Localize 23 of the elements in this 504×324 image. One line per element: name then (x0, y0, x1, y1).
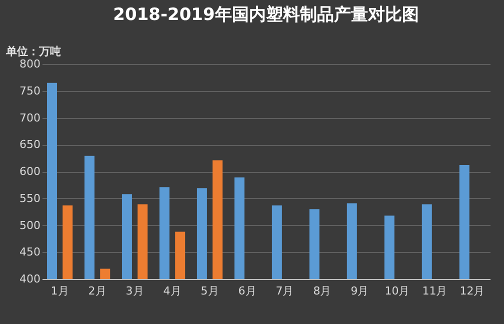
x-tick-label: 2月 (88, 284, 106, 298)
y-tick-label: 550 (20, 192, 40, 205)
x-tick-label: 3月 (126, 284, 144, 298)
x-tick-label: 4月 (163, 284, 182, 298)
x-tick-label: 12月 (460, 284, 485, 298)
y-tick-label: 450 (20, 246, 40, 259)
x-tick-label: 10月 (384, 284, 410, 298)
y-tick-label: 750 (20, 84, 40, 98)
x-tick-label: 8月 (313, 284, 332, 298)
y-tick-label: 500 (20, 218, 40, 232)
x-tick-label: 9月 (350, 284, 369, 298)
x-tick-label: 5月 (200, 284, 219, 298)
x-tick-label: 11月 (422, 284, 448, 298)
x-tick-label: 7月 (276, 284, 294, 298)
x-tick-label: 6月 (238, 284, 256, 298)
y-tick-label: 400 (20, 272, 40, 286)
y-tick-label: 700 (20, 111, 40, 124)
chart-title: 2018-2019年国内塑料制品产量对比图 (113, 4, 419, 25)
y-tick-label: 650 (20, 138, 40, 152)
text: 单位：万吨 (5, 45, 61, 58)
y-tick-label: 800 (20, 58, 40, 70)
x-tick-label: 1月 (50, 284, 69, 298)
y-tick-label: 600 (20, 165, 40, 178)
